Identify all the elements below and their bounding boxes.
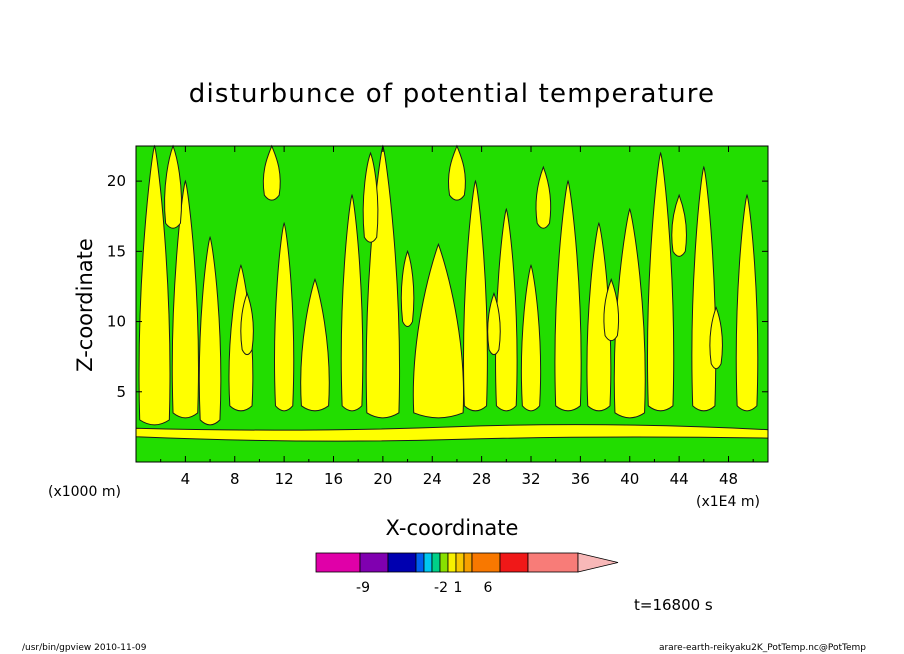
contour-fill <box>647 151 675 412</box>
colorbar-segment <box>447 552 457 573</box>
contour-fill <box>535 165 552 229</box>
plot-area <box>135 144 769 463</box>
x-tick-label: 40 <box>620 470 639 488</box>
contour-fill <box>262 144 281 201</box>
colorbar-segment <box>499 552 529 573</box>
x-tick-label: 24 <box>423 470 442 488</box>
colorbar-label: -9 <box>356 580 370 596</box>
colorbar-label: -2 <box>434 580 448 596</box>
x-tick-label: 8 <box>230 470 240 488</box>
contour-fill <box>274 221 295 412</box>
colorbar-segment <box>527 552 579 573</box>
plot-frame <box>135 145 769 463</box>
x-tick-label: 28 <box>472 470 491 488</box>
contour-fill <box>340 193 364 412</box>
colorbar-segment <box>423 552 433 573</box>
x-tick-label: 16 <box>324 470 343 488</box>
footer-left: /usr/bin/gpview 2010-11-09 <box>22 643 147 653</box>
contour-fill <box>554 179 582 412</box>
contour-fill <box>362 151 379 243</box>
x-tick-label: 20 <box>373 470 392 488</box>
x-axis-title: X-coordinate <box>386 516 519 540</box>
contour-fill <box>171 179 199 419</box>
colorbar-segment <box>387 552 417 573</box>
x-tick-label: 48 <box>719 470 738 488</box>
colorbar-label: 6 <box>484 580 493 596</box>
colorbar-segment <box>315 552 361 573</box>
colorbar-label: 1 <box>454 580 463 596</box>
contour-fill <box>240 292 254 356</box>
contour-fill <box>487 292 501 356</box>
y-unit-label: (x1000 m) <box>48 484 121 500</box>
contour-fill <box>463 179 488 412</box>
y-tick-label: 15 <box>107 242 126 260</box>
contour-fill <box>603 277 620 342</box>
colorbar-labels: -9 -2 1 6 <box>356 580 493 596</box>
footer-right: arare-earth-reikyaku2K_PotTemp.nc@PotTem… <box>659 643 866 653</box>
contour-fill <box>520 263 542 412</box>
x-tick-label: 44 <box>670 470 689 488</box>
contour-fill <box>709 306 723 370</box>
contour-fill <box>586 221 612 412</box>
contour-fill <box>495 207 518 412</box>
y-tick-label: 20 <box>107 172 126 190</box>
x-tick-label: 12 <box>275 470 294 488</box>
contour-fill <box>735 193 759 412</box>
y-axis-title: Z-coordinate <box>73 238 97 372</box>
contour-fill <box>671 193 687 257</box>
chart-title: disturbunce of potential temperature <box>189 79 716 109</box>
colorbar-segment <box>455 552 465 573</box>
contour-fills <box>135 144 769 442</box>
y-tick-label: 10 <box>107 313 126 331</box>
contour-fill <box>300 277 330 412</box>
contour-fill <box>412 242 465 419</box>
contour-fill <box>164 144 182 229</box>
contour-fill <box>613 207 646 419</box>
contour-fill <box>198 235 222 426</box>
colorbar-segment <box>463 552 473 573</box>
colorbar-segment <box>431 552 441 573</box>
contour-fill <box>400 249 415 328</box>
contour-fill <box>448 144 466 201</box>
x-tick-label: 36 <box>571 470 590 488</box>
x-unit-label: (x1E4 m) <box>696 494 760 510</box>
colorbar-segment <box>471 552 501 573</box>
colorbar-segment <box>359 552 389 573</box>
colorbar-segment <box>415 552 425 573</box>
y-tick-label: 5 <box>116 383 126 401</box>
x-tick-label: 4 <box>181 470 191 488</box>
contour-fill <box>138 144 171 426</box>
time-label: t=16800 s <box>634 596 713 614</box>
colorbar-arrow <box>577 552 619 573</box>
x-axis: 4 8 12 16 20 24 28 32 36 40 44 48 <box>160 146 754 488</box>
x-tick-label: 32 <box>521 470 540 488</box>
colorbar-segment <box>439 552 449 573</box>
colorbar <box>315 552 619 573</box>
y-axis: 5 10 15 20 <box>107 172 768 401</box>
